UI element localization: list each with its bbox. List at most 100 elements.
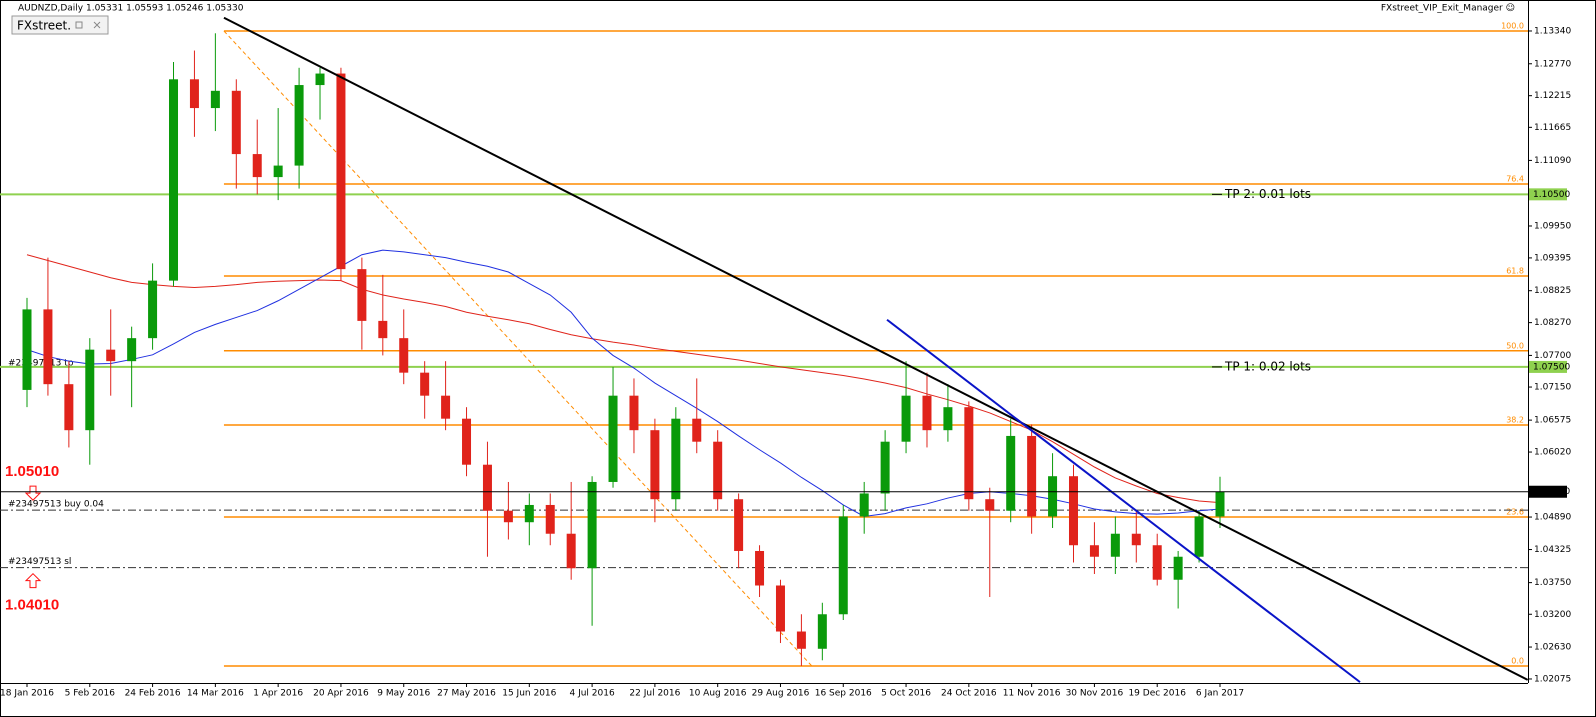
y-tick-label: 1.11090	[1534, 156, 1571, 166]
trendline	[223, 16, 1529, 681]
candle-body	[692, 418, 702, 442]
candle-body	[1173, 556, 1183, 580]
candle-body	[817, 614, 827, 649]
order-label: #23497513 sl	[8, 557, 71, 567]
candle-body	[503, 510, 513, 523]
candle-body	[985, 499, 995, 511]
fib-label: 0.0	[1511, 657, 1524, 666]
order-price: 1.05010	[5, 463, 59, 480]
y-tick-label: 1.12770	[1534, 59, 1571, 69]
order-label: #23497513 tp	[8, 358, 74, 368]
x-tick-label: 11 Nov 2016	[1003, 689, 1061, 699]
candle-body	[148, 280, 158, 339]
candle-body	[1006, 435, 1016, 511]
y-tick-label: 1.03200	[1534, 610, 1571, 620]
candle-body	[566, 533, 576, 569]
y-tick-label: 1.07150	[1534, 383, 1571, 393]
order-arrow	[24, 572, 42, 589]
candle-body	[1027, 435, 1037, 517]
candle-body	[189, 79, 199, 109]
x-tick-label: 29 Aug 2016	[752, 689, 810, 699]
candle-body	[85, 349, 95, 431]
y-tick-label: 1.06575	[1534, 416, 1571, 426]
candle-body	[1110, 533, 1120, 557]
x-tick-label: 10 Aug 2016	[689, 689, 747, 699]
fib-diagonal	[223, 30, 813, 667]
candle-body	[922, 395, 932, 431]
candle-body	[482, 464, 492, 511]
order-label: #23497513 buy 0.04	[8, 500, 104, 510]
candle-body	[315, 73, 325, 86]
brand-box	[11, 15, 109, 35]
y-tick-label: 1.11665	[1534, 123, 1571, 133]
candle-body	[273, 165, 283, 178]
candle-body	[1089, 545, 1099, 557]
candle-body	[378, 320, 388, 339]
y-tick-label: 1.03750	[1534, 578, 1571, 588]
brand: FXstreet.	[17, 19, 71, 33]
y-tick-label: 1.07700	[1534, 351, 1571, 361]
price-tag	[1529, 188, 1567, 201]
candle-body	[755, 550, 765, 586]
candle-body	[1068, 476, 1078, 546]
y-tick-label: 1.09950	[1534, 221, 1571, 231]
x-tick-label: 5 Feb 2016	[65, 689, 116, 699]
x-tick-label: 30 Nov 2016	[1066, 689, 1124, 699]
candle-body	[734, 499, 744, 551]
candle-body	[943, 407, 953, 431]
candle-body	[880, 441, 890, 494]
y-tick-label: 1.08270	[1534, 318, 1571, 328]
candle-body	[252, 154, 262, 178]
fib-label: 61.8	[1506, 267, 1524, 276]
candle-body	[210, 90, 220, 109]
chart-title: AUDNZD,Daily 1.05331 1.05593 1.05246 1.0…	[18, 4, 244, 14]
candle-body	[524, 504, 534, 523]
trendline	[886, 318, 1361, 683]
fib-label: 38.2	[1506, 416, 1524, 425]
candle-body	[671, 418, 681, 500]
candle-body	[838, 516, 848, 615]
fib-label: 50.0	[1506, 341, 1524, 350]
x-tick-label: 9 May 2016	[377, 689, 430, 699]
x-tick-label: 20 Apr 2016	[313, 689, 369, 699]
candle-body	[859, 493, 869, 517]
x-tick-label: 14 Mar 2016	[187, 689, 244, 699]
candle-body	[587, 481, 597, 569]
x-tick-label: 18 Jan 2016	[0, 689, 54, 699]
candle-body	[43, 309, 53, 385]
candle-body	[964, 407, 974, 500]
x-tick-label: 6 Jan 2017	[1196, 689, 1244, 699]
candle-body	[462, 418, 472, 465]
candle-body	[713, 441, 723, 500]
x-tick-label: 19 Dec 2016	[1128, 689, 1186, 699]
price-tag-label: 1.10500	[1533, 190, 1570, 200]
order-price: 1.04010	[5, 597, 59, 614]
y-tick-label: 1.04325	[1534, 545, 1571, 555]
candle-body	[420, 372, 430, 396]
candle-body	[775, 585, 785, 632]
restore-icon[interactable]	[75, 21, 83, 29]
candle-body	[64, 384, 74, 431]
candle-body	[127, 338, 137, 362]
candle-body	[1048, 476, 1058, 517]
x-tick-label: 15 Jun 2016	[502, 689, 556, 699]
y-tick-label: 1.08825	[1534, 286, 1571, 296]
x-tick-label: 22 Jul 2016	[629, 689, 680, 699]
candle-body	[796, 631, 806, 649]
candle-body	[650, 430, 660, 500]
order-arrow	[24, 485, 42, 501]
candle-body	[629, 395, 639, 431]
candle-body	[336, 73, 346, 270]
y-tick-label: 1.06020	[1534, 448, 1571, 458]
x-tick-label: 24 Feb 2016	[125, 689, 181, 699]
moving-average	[26, 254, 1221, 504]
close-icon[interactable]	[93, 21, 101, 29]
x-tick-label: 5 Oct 2016	[881, 689, 931, 699]
candle-body	[357, 269, 367, 321]
price-tag-label: 1.07500	[1533, 362, 1570, 372]
candle-body	[399, 338, 409, 373]
moving-average	[26, 249, 1221, 517]
y-tick-label: 1.04890	[1534, 513, 1571, 523]
price-tag	[1529, 360, 1567, 373]
